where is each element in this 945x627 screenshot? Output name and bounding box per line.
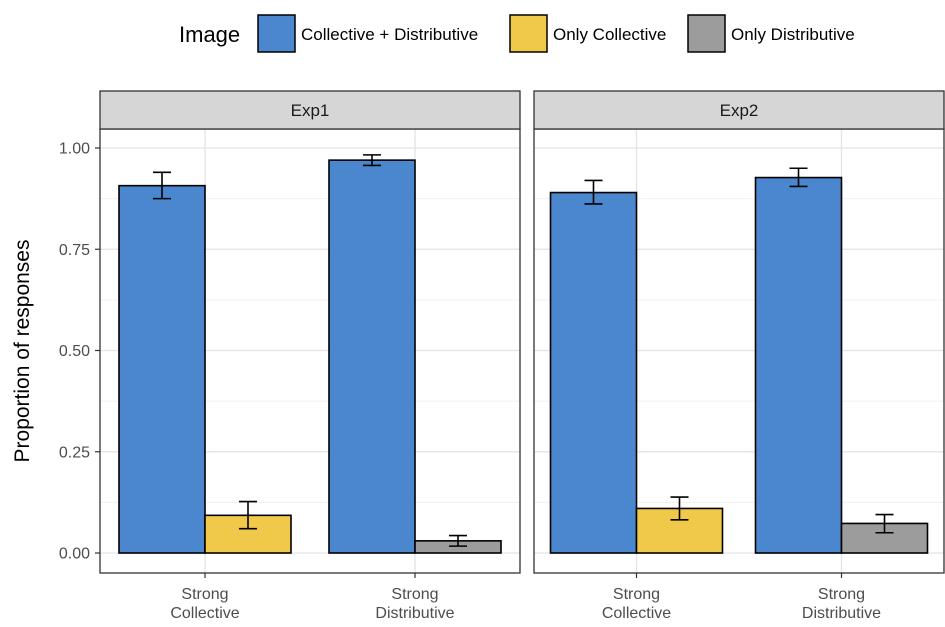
- error-bar: [670, 496, 689, 521]
- legend: Image Collective + Distributive Only Colle…: [179, 14, 855, 53]
- error-bar: [363, 154, 381, 167]
- legend-item-only-distributive: Only Distributive: [687, 14, 855, 53]
- y-axis-title: Proportion of responses: [11, 240, 34, 463]
- y-tick-label: 0.25: [59, 444, 90, 461]
- error-bar: [789, 167, 808, 188]
- bar-exp1-strong-distributive-collective-distributive: [328, 159, 416, 554]
- legend-label: Only Collective: [553, 25, 666, 44]
- bar-exp1-strong-collective-collective-distributive: [118, 184, 206, 554]
- facet-strip-label: Exp1: [291, 101, 330, 120]
- legend-item-collective-distributive: Collective + Distributive: [257, 14, 478, 53]
- y-tick-label: 0.50: [59, 343, 90, 360]
- error-bar: [449, 534, 467, 547]
- legend-title: Image: [179, 22, 240, 47]
- x-tick-label: Strong Distributive: [802, 586, 881, 622]
- legend-swatch: [509, 14, 548, 53]
- facet-strip-label: Exp2: [720, 101, 759, 120]
- bar-exp2-strong-distributive-collective-distributive: [754, 176, 843, 554]
- facet-strip: [99, 90, 521, 130]
- y-tick-label: 1.00: [59, 141, 90, 158]
- x-tick-label: Strong Distributive: [375, 586, 454, 622]
- x-tick-label: Strong Collective: [170, 586, 239, 622]
- error-bar: [153, 171, 171, 200]
- bar-exp2-strong-collective-collective-distributive: [549, 191, 638, 554]
- y-tick-label: 0.00: [59, 546, 90, 563]
- y-axis: 0.00 0.25 0.50 0.75 1.00: [59, 141, 100, 563]
- x-tick-label: Strong Collective: [602, 586, 671, 622]
- legend-label: Only Distributive: [731, 25, 855, 44]
- facet-exp2: Strong Collective Strong Distributive Exp2: [533, 90, 945, 622]
- legend-swatch: [257, 14, 296, 53]
- legend-item-only-collective: Only Collective: [509, 14, 666, 53]
- error-bar: [875, 513, 894, 534]
- legend-label: Collective + Distributive: [301, 25, 478, 44]
- facet-strip: [533, 90, 945, 130]
- facet-exp1: Strong Collective Strong Distributive Exp1: [99, 90, 521, 622]
- y-tick-label: 0.75: [59, 242, 90, 259]
- error-bar: [584, 179, 603, 205]
- error-bar: [239, 500, 257, 530]
- legend-swatch: [687, 14, 726, 53]
